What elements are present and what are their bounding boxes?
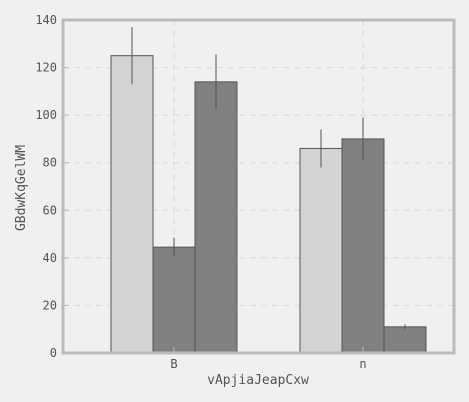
bar [383,326,427,354]
y-tick-label: 140 [35,13,57,27]
bar [341,138,385,354]
y-tick-label: 0 [50,346,57,360]
y-axis-ticks: 0 20 40 60 80 100 120 140 [35,13,69,360]
y-tick-label: 20 [43,298,57,312]
bar [152,246,196,354]
y-tick-label: 40 [43,251,57,265]
x-tick-label: B [170,357,177,371]
plot-border [61,18,456,355]
y-tick-label: 80 [43,156,57,170]
error-bars [131,27,406,330]
bar [110,55,154,354]
y-tick-label: 60 [43,203,57,217]
x-tick-label: n [359,357,366,371]
bar [194,81,238,354]
x-axis-label: vApjiaJeapCxw [207,373,309,388]
y-tick-label: 100 [35,108,57,122]
bars [110,55,427,354]
bar [299,147,343,354]
y-tick-label: 120 [35,61,57,75]
y-axis-label: GBdwKqGelWM [14,145,29,231]
